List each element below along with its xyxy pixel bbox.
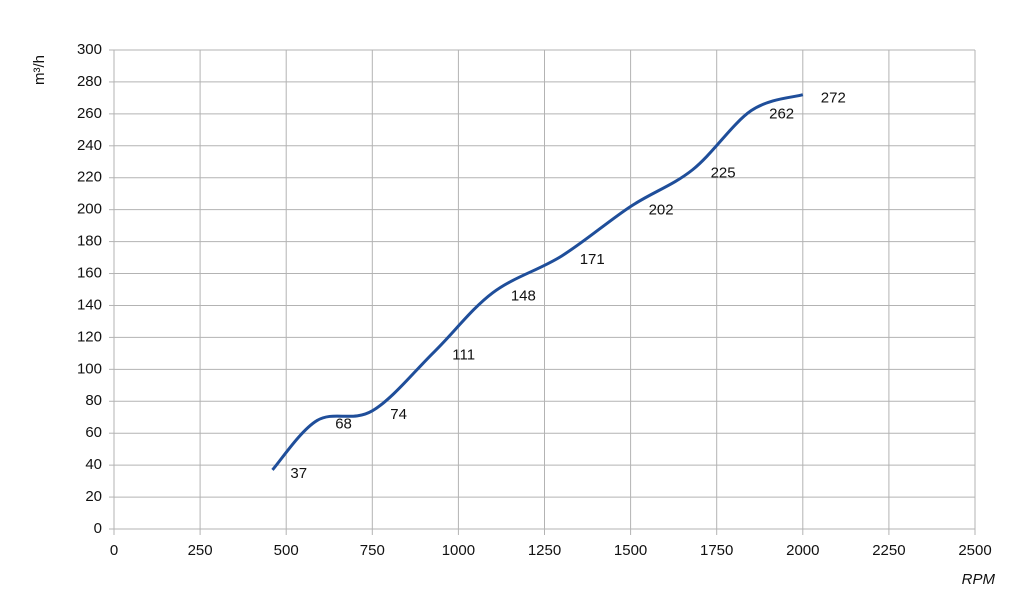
x-tick-label: 250 bbox=[188, 542, 213, 559]
x-tick-label: 2250 bbox=[872, 542, 905, 559]
data-label: 111 bbox=[452, 347, 475, 364]
data-label: 148 bbox=[511, 288, 536, 305]
data-label: 37 bbox=[290, 465, 307, 482]
y-tick-label: 120 bbox=[77, 328, 102, 345]
y-tick-label: 260 bbox=[77, 105, 102, 122]
data-label: 74 bbox=[390, 406, 407, 423]
x-tick-label: 2000 bbox=[786, 542, 819, 559]
x-tick-label: 1750 bbox=[700, 542, 733, 559]
y-tick-label: 140 bbox=[77, 296, 102, 313]
x-tick-label: 2500 bbox=[958, 542, 991, 559]
y-tick-label: 60 bbox=[85, 424, 102, 441]
y-axis-label: m³/h bbox=[31, 55, 48, 85]
data-label: 68 bbox=[335, 415, 352, 432]
y-tick-label: 0 bbox=[94, 520, 102, 537]
data-label: 262 bbox=[769, 106, 794, 123]
x-tick-label: 1500 bbox=[614, 542, 647, 559]
data-label: 225 bbox=[711, 165, 736, 182]
x-tick-label: 1000 bbox=[442, 542, 475, 559]
x-tick-label: 500 bbox=[274, 542, 299, 559]
y-tick-label: 20 bbox=[85, 488, 102, 505]
y-tick-label: 200 bbox=[77, 201, 102, 218]
y-tick-label: 160 bbox=[77, 265, 102, 282]
data-label: 272 bbox=[821, 90, 846, 107]
y-tick-label: 280 bbox=[77, 73, 102, 90]
y-tick-label: 100 bbox=[77, 360, 102, 377]
data-line bbox=[271, 93, 804, 471]
data-label: 202 bbox=[649, 201, 674, 218]
y-tick-label: 180 bbox=[77, 233, 102, 250]
y-tick-label: 40 bbox=[85, 456, 102, 473]
x-tick-label: 750 bbox=[360, 542, 385, 559]
y-tick-label: 220 bbox=[77, 169, 102, 186]
y-tick-label: 240 bbox=[77, 137, 102, 154]
x-tick-label: 1250 bbox=[528, 542, 561, 559]
x-tick-label: 0 bbox=[110, 542, 118, 559]
y-tick-label: 300 bbox=[77, 41, 102, 58]
data-label: 171 bbox=[580, 251, 605, 268]
x-axis-label: RPM bbox=[962, 571, 996, 588]
y-tick-label: 80 bbox=[85, 392, 102, 409]
